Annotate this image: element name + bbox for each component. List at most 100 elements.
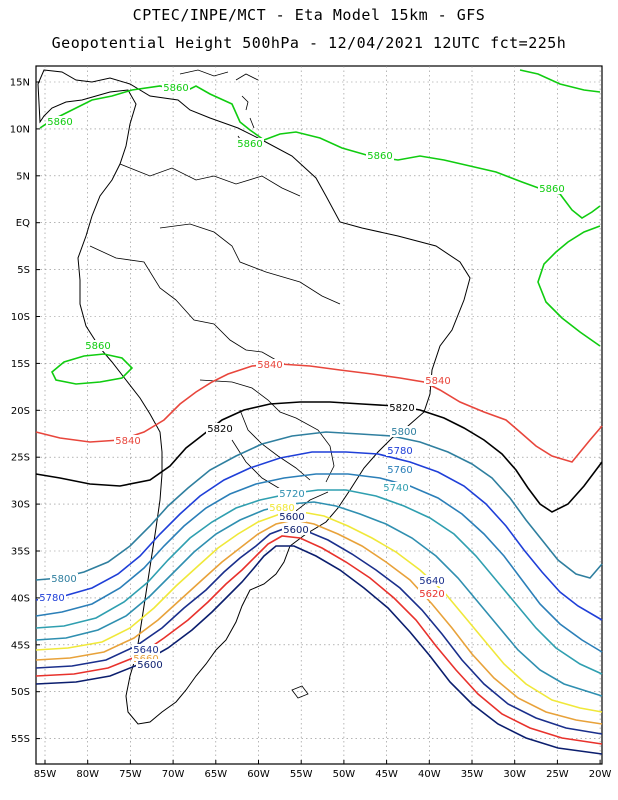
contour-label: 5720	[279, 489, 304, 500]
lat-tick-label: 40S	[11, 593, 30, 604]
lat-tick-label: EQ	[16, 218, 30, 229]
contour-label: 5860	[163, 83, 188, 94]
contour-label: 5620	[419, 589, 444, 600]
contour-label: 5860	[367, 151, 392, 162]
coastlines	[37, 69, 471, 725]
lon-tick-label: 45W	[375, 769, 398, 780]
contour-5860-west	[51, 353, 134, 385]
contour-label: 5780	[39, 593, 64, 604]
contour-labels: 5860 5860 5860 5860 5860 5860 5840 5840 5840 5820…	[38, 82, 566, 671]
contour-label-bg	[538, 183, 566, 194]
contour-label-bg	[236, 138, 264, 149]
contour-5720	[35, 501, 603, 697]
contour-label: 5820	[389, 403, 414, 414]
contour-5620	[35, 535, 603, 745]
lon-tick-label: 25W	[546, 769, 569, 780]
lon-tick-label: 60W	[247, 769, 270, 780]
contour-label: 5640	[419, 576, 444, 587]
lat-tick-label: 15S	[11, 359, 30, 370]
contour-label-bg	[50, 573, 78, 584]
contour-label: 5840	[257, 360, 282, 371]
contour-label-bg	[418, 588, 446, 599]
contour-5660	[35, 519, 603, 725]
contour-label: 5740	[383, 483, 408, 494]
contour-label: 5780	[387, 446, 412, 457]
contour-5640	[35, 527, 603, 735]
contour-label-bg	[268, 502, 296, 513]
contour-label: 5860	[237, 139, 262, 150]
contour-5840	[35, 363, 603, 463]
contour-label-bg	[390, 426, 418, 437]
contour-label-bg	[136, 659, 164, 670]
contour-5740	[35, 489, 603, 675]
contour-label: 5640	[133, 645, 158, 656]
lon-tick-label: 85W	[34, 769, 57, 780]
lat-tick-label: 55S	[11, 734, 30, 745]
lat-tick-label: 15N	[10, 78, 30, 89]
lat-tick-label: 10N	[10, 124, 30, 135]
country-borders	[89, 163, 341, 515]
map-frame	[35, 65, 603, 765]
contour-label-bg	[418, 575, 446, 586]
contour-label-bg	[278, 511, 306, 522]
lon-tick-label: 80W	[76, 769, 99, 780]
contour-5600	[35, 545, 603, 755]
contour-label-bg	[366, 150, 394, 161]
contour-label-bg	[46, 116, 74, 127]
contour-label-bg	[162, 82, 190, 93]
contour-label-bg	[386, 464, 414, 475]
contour-label-bg	[382, 482, 410, 493]
contour-label: 5800	[391, 427, 416, 438]
contour-label-bg	[388, 402, 416, 413]
contour-label: 5860	[539, 184, 564, 195]
contour-label: 5860	[85, 341, 110, 352]
contour-label-bg	[132, 644, 160, 655]
contour-label-bg	[84, 340, 112, 351]
lon-tick-label: 30W	[503, 769, 526, 780]
lon-tick-label: 50W	[333, 769, 356, 780]
falkland-islands	[291, 685, 309, 699]
longitude-ticks: 85W 80W 75W 70W 65W 60W 55W 50W 45W 40W 35W 30W 25W 2…	[34, 760, 612, 780]
contour-label: 5600	[279, 512, 304, 523]
lon-tick-label: 55W	[290, 769, 313, 780]
contour-label-bg	[38, 592, 66, 603]
contour-label-bg	[114, 435, 142, 446]
lat-tick-label: 5S	[17, 265, 30, 276]
caribbean-islands	[179, 69, 259, 143]
lat-tick-label: 35S	[11, 547, 30, 558]
contour-label: 5600	[137, 660, 162, 671]
lat-tick-label: 50S	[11, 687, 30, 698]
lat-tick-label: 30S	[11, 500, 30, 511]
contour-label-bg	[282, 524, 310, 535]
contour-label-bg	[278, 488, 306, 499]
contour-label: 5680	[269, 503, 294, 514]
lat-tick-label: 10S	[11, 312, 30, 323]
contour-label: 5840	[425, 376, 450, 387]
contour-label-bg	[424, 375, 452, 386]
lon-tick-label: 75W	[119, 769, 142, 780]
lon-tick-label: 35W	[461, 769, 484, 780]
contour-label: 5600	[283, 525, 308, 536]
contour-5820	[35, 401, 603, 513]
lon-tick-label: 20W	[589, 769, 612, 780]
contour-lines	[35, 69, 603, 755]
contour-label-bg	[386, 445, 414, 456]
contour-label: 5820	[207, 424, 232, 435]
lat-tick-label: 20S	[11, 406, 30, 417]
contour-5780	[35, 451, 603, 621]
lon-tick-label: 65W	[204, 769, 227, 780]
title-line-1: CPTEC/INPE/MCT - Eta Model 15km - GFS	[132, 6, 486, 24]
contour-label: 5840	[115, 436, 140, 447]
contour-5760	[35, 473, 603, 653]
lon-tick-label: 40W	[418, 769, 441, 780]
contour-5800	[35, 431, 603, 581]
contour-label: 5760	[387, 465, 412, 476]
contour-label: 5800	[51, 574, 76, 585]
contour-label: 5860	[47, 117, 72, 128]
graticule	[36, 66, 602, 764]
lon-tick-label: 70W	[162, 769, 185, 780]
contour-label-bg	[132, 653, 160, 664]
title-line-2: Geopotential Height 500hPa - 12/04/2021 …	[51, 34, 567, 52]
lat-tick-label: 25S	[11, 453, 30, 464]
